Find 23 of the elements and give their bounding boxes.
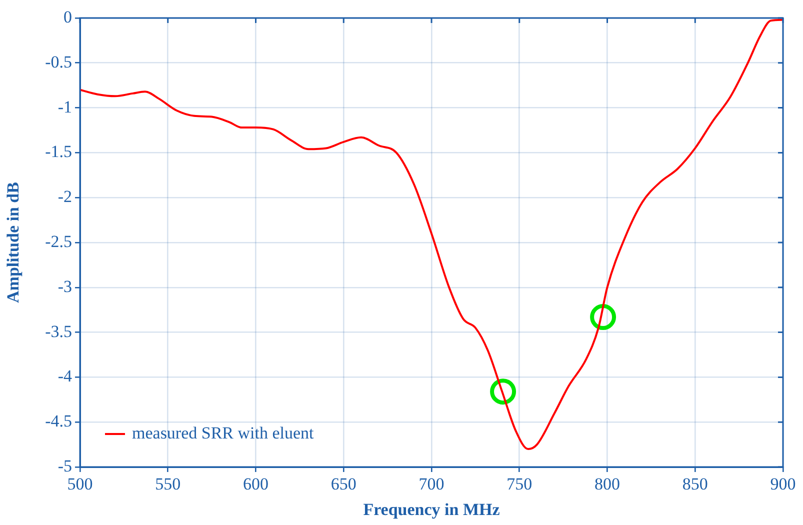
y-tick-label: -4.5 xyxy=(45,412,72,431)
y-tick-label: -1 xyxy=(58,97,72,116)
y-tick-label: -2 xyxy=(58,187,72,206)
x-tick-label: 500 xyxy=(67,474,93,494)
y-tick-label: -1.5 xyxy=(45,142,72,162)
y-tick-label: 0 xyxy=(64,7,72,26)
x-tick-label: 750 xyxy=(506,474,532,494)
y-tick-label: -2.5 xyxy=(45,232,72,251)
x-tick-label: 600 xyxy=(243,474,268,494)
x-tick-label: 700 xyxy=(418,474,444,494)
x-tick-label: 650 xyxy=(330,474,356,494)
x-tick-label: 850 xyxy=(682,474,708,494)
x-tick-label: 900 xyxy=(770,474,796,494)
y-tick-label: -0.5 xyxy=(45,52,72,72)
legend-label: measured SRR with eluent xyxy=(132,423,314,442)
y-tick-label: -3.5 xyxy=(45,322,72,341)
y-tick-label: -3 xyxy=(58,276,72,296)
y-tick-label: -5 xyxy=(58,456,72,476)
x-tick-label: 800 xyxy=(594,474,620,494)
y-axis-title: Amplitude in dB xyxy=(4,182,23,303)
y-tick-label: -4 xyxy=(58,366,72,386)
x-tick-label: 550 xyxy=(155,474,181,494)
x-axis-title: Frequency in MHz xyxy=(363,500,500,520)
